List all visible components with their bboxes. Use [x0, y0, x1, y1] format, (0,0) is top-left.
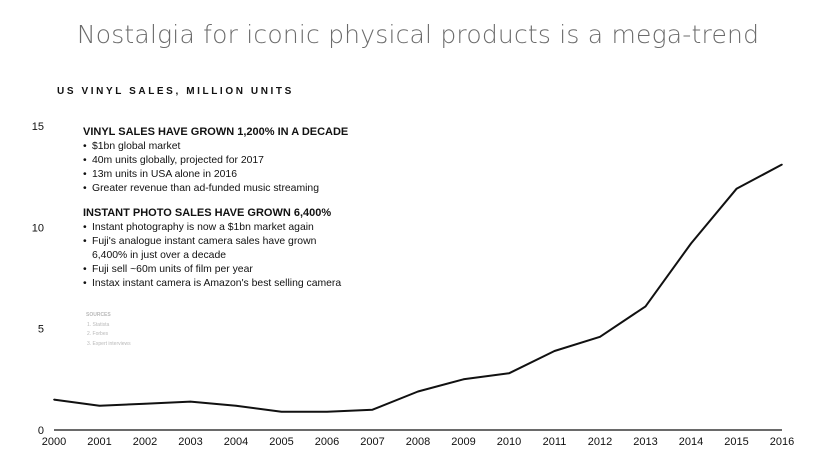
x-tick-label: 2015 — [724, 436, 748, 448]
data-point — [98, 404, 101, 407]
data-point — [553, 350, 556, 352]
x-tick-label: 2009 — [451, 436, 475, 448]
data-point — [781, 163, 783, 166]
x-tick-label: 2014 — [679, 436, 703, 448]
data-point — [189, 400, 192, 403]
x-axis-ticks: 2000 2001 2002 2003 2004 2005 2006 2007 2008 2009… — [42, 436, 794, 448]
data-point — [371, 408, 374, 411]
x-tick-label: 2001 — [87, 436, 111, 448]
photo-bullet: Fuji sell ~60m units of film per year — [83, 263, 348, 277]
data-point — [735, 188, 738, 190]
source-item: 2. Forbes — [87, 331, 109, 337]
data-points — [53, 163, 783, 413]
x-tick-label: 2007 — [360, 436, 384, 448]
x-tick-label: 2012 — [588, 436, 612, 448]
vinyl-heading: VINYL SALES HAVE GROWN 1,200% IN A DECAD… — [83, 126, 349, 138]
data-point — [417, 390, 419, 393]
photo-bullet-list: Instant photography is now a $1bn market… — [83, 221, 348, 291]
y-tick-label: 5 — [38, 324, 44, 336]
x-tick-label: 2002 — [133, 436, 157, 448]
page-title: Nostalgia for iconic physical products i… — [76, 20, 760, 49]
y-tick-label: 0 — [38, 425, 44, 437]
vinyl-bullet-list: $1bn global market 40m units globally, p… — [83, 140, 348, 196]
vinyl-bullet: $1bn global market — [83, 140, 348, 154]
data-point — [280, 410, 283, 413]
photo-bullet: Instant photography is now a $1bn market… — [83, 221, 348, 235]
photo-heading: INSTANT PHOTO SALES HAVE GROWN 6,400% — [83, 207, 332, 219]
sources-title: SOURCES — [86, 312, 111, 318]
data-point — [644, 305, 647, 308]
notes-panel: VINYL SALES HAVE GROWN 1,200% IN A DECAD… — [83, 126, 348, 291]
source-item: 1. Statista — [87, 321, 110, 328]
vinyl-bullet: 40m units globally, projected for 2017 — [83, 154, 348, 168]
data-point — [326, 410, 328, 413]
y-axis-ticks: 0 5 10 15 — [32, 121, 44, 437]
x-tick-label: 2006 — [315, 436, 339, 448]
x-tick-label: 2003 — [178, 436, 202, 448]
sources-list: 1. Statista 2. Forbes 3. Expert intervie… — [86, 321, 131, 350]
y-tick-label: 15 — [32, 121, 44, 133]
x-tick-label: 2016 — [770, 436, 794, 448]
x-tick-label: 2011 — [543, 436, 567, 448]
x-tick-label: 2008 — [406, 436, 430, 448]
vinyl-bullet: 13m units in USA alone in 2016 — [83, 168, 348, 182]
data-point — [53, 398, 55, 401]
source-item: 3. Expert interviews — [87, 340, 131, 347]
x-tick-label: 2010 — [497, 436, 521, 448]
data-point — [690, 242, 692, 245]
data-point — [235, 404, 237, 407]
x-tick-label: 2005 — [269, 436, 293, 448]
data-point — [144, 402, 146, 405]
data-point — [462, 378, 465, 381]
x-tick-label: 2013 — [633, 436, 657, 448]
chart-title: US VINYL SALES, MILLION UNITS — [57, 86, 294, 97]
photo-bullet: Fuji's analogue instant camera sales hav… — [83, 235, 348, 249]
x-tick-label: 2000 — [42, 436, 66, 448]
x-tick-label: 2004 — [224, 436, 248, 448]
photo-bullet-continuation: 6,400% in just over a decade — [92, 250, 227, 261]
vinyl-bullet: Greater revenue than ad-funded music str… — [83, 182, 348, 196]
data-point — [599, 335, 601, 338]
photo-bullet: Instax instant camera is Amazon's best s… — [83, 277, 348, 291]
sources-block: SOURCES 1. Statista 2. Forbes 3. Expert … — [86, 311, 131, 349]
y-tick-label: 10 — [32, 222, 44, 234]
data-point — [508, 372, 510, 375]
